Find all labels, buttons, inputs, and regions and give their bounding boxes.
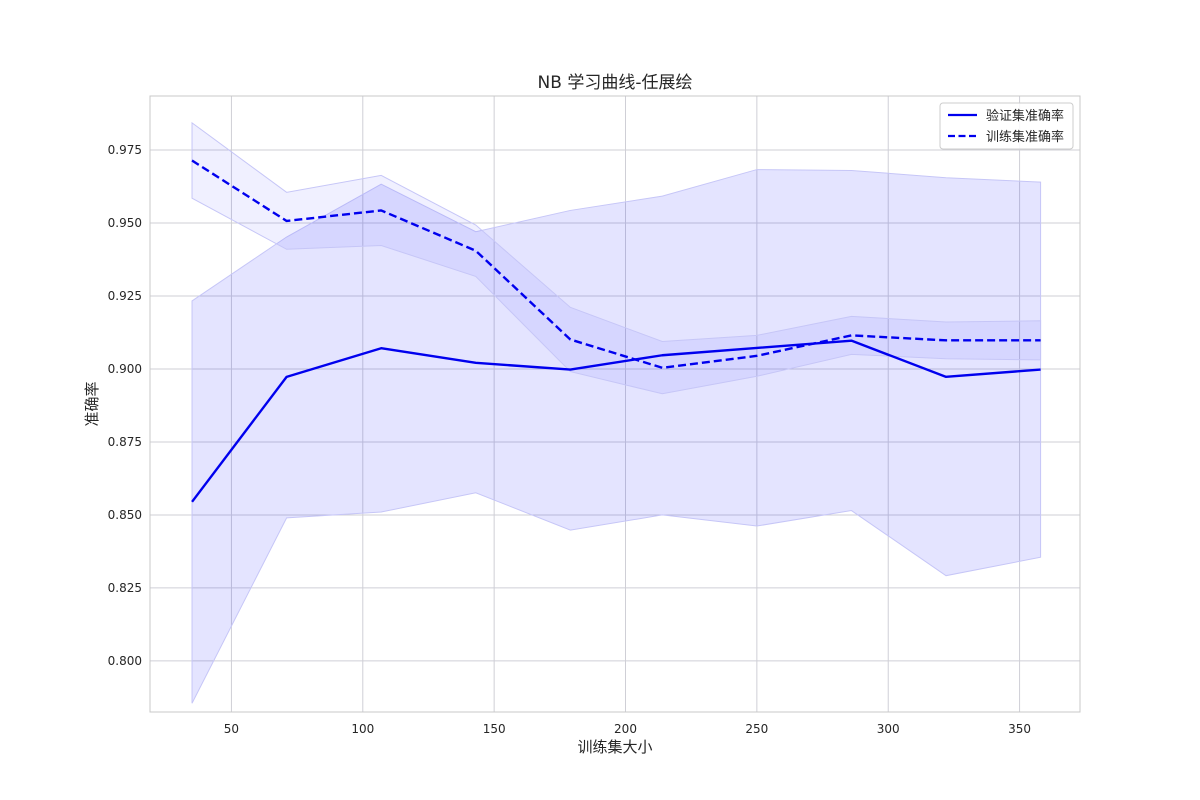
y-tick-label: 0.900 xyxy=(108,362,142,376)
x-tick-label: 50 xyxy=(224,722,239,736)
chart-title: NB 学习曲线-任展绘 xyxy=(538,73,693,93)
x-tick-label: 250 xyxy=(745,722,768,736)
y-tick-label: 0.950 xyxy=(108,216,142,230)
legend-label-validation: 验证集准确率 xyxy=(986,108,1064,124)
legend: 验证集准确率 训练集准确率 xyxy=(939,102,1074,150)
confidence-band-training xyxy=(191,121,1042,395)
y-tick-label: 0.825 xyxy=(108,581,142,595)
y-tick-label: 0.800 xyxy=(108,654,142,668)
x-tick-label: 350 xyxy=(1008,722,1031,736)
legend-label-training: 训练集准确率 xyxy=(986,129,1064,145)
grid-lines xyxy=(150,96,1080,712)
x-tick-label: 150 xyxy=(483,722,506,736)
y-tick-label: 0.975 xyxy=(108,143,142,157)
confidence-band-validation xyxy=(191,169,1042,704)
y-tick-label: 0.850 xyxy=(108,508,142,522)
series-line-validation xyxy=(191,339,1041,503)
series-lines xyxy=(191,159,1041,503)
confidence-bands xyxy=(191,121,1042,704)
x-tick-label: 300 xyxy=(877,722,900,736)
x-tick-labels: 50 100 150 200 250 300 350 xyxy=(224,722,1031,736)
x-tick-label: 100 xyxy=(351,722,374,736)
series-line-training xyxy=(191,159,1041,369)
y-axis-title: 准确率 xyxy=(83,381,101,426)
x-tick-label: 200 xyxy=(614,722,637,736)
axes-frame xyxy=(149,95,1081,713)
x-axis-title: 训练集大小 xyxy=(577,738,652,756)
y-tick-label: 0.875 xyxy=(108,435,142,449)
y-tick-labels: 0.800 0.825 0.850 0.875 0.900 0.925 0.950 0.975 xyxy=(108,143,142,668)
y-tick-label: 0.925 xyxy=(108,289,142,303)
